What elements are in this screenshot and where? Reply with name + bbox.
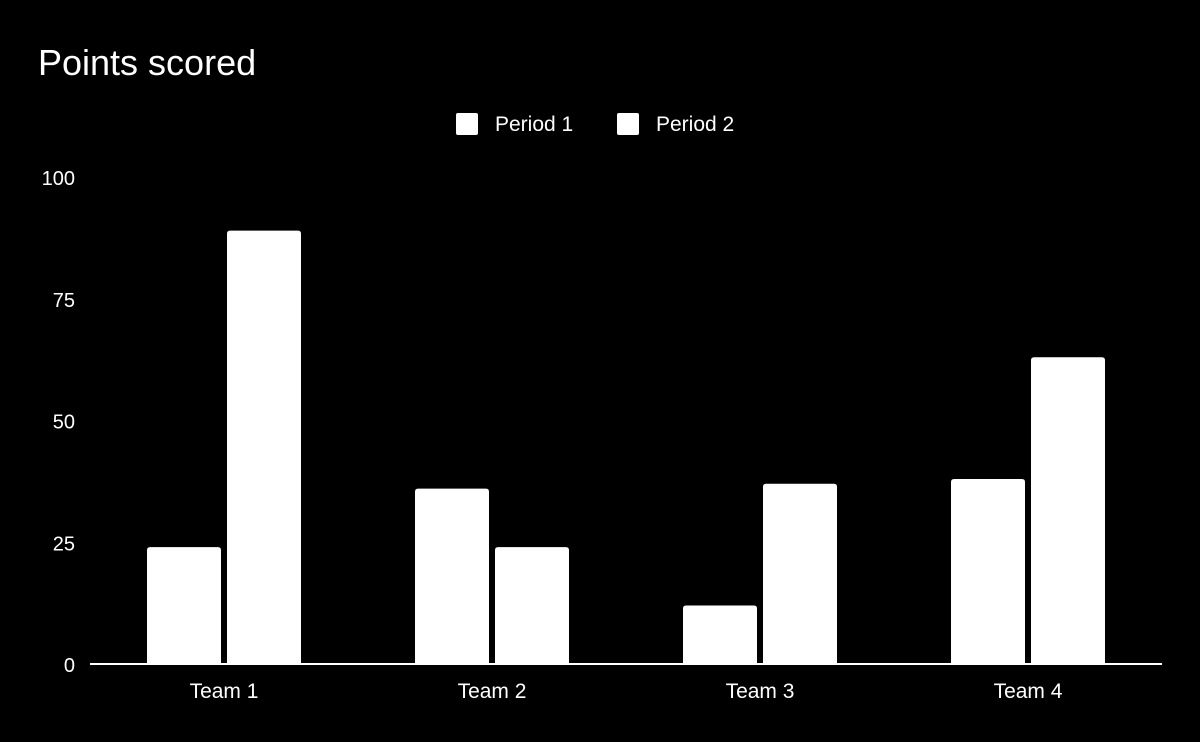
x-tick-label-1: Team 1 bbox=[190, 680, 259, 703]
bar-1-series-1 bbox=[147, 547, 221, 664]
x-tick-label-2: Team 2 bbox=[458, 680, 527, 703]
y-tick-label-75: 75 bbox=[53, 290, 75, 312]
chart-title: Points scored bbox=[38, 42, 256, 83]
y-tick-label-50: 50 bbox=[53, 412, 75, 434]
x-axis: Team 1 Team 2 Team 3 Team 4 bbox=[90, 663, 1162, 703]
y-tick-label-0: 0 bbox=[64, 655, 75, 677]
y-tick-label-25: 25 bbox=[53, 533, 75, 555]
x-tick-label-3: Team 3 bbox=[726, 680, 795, 703]
legend-label-1: Period 1 bbox=[495, 113, 573, 136]
y-axis: 0 25 50 75 100 bbox=[42, 168, 75, 677]
legend-label-2: Period 2 bbox=[656, 113, 734, 136]
bars bbox=[147, 230, 1105, 664]
bar-2-series-1 bbox=[415, 488, 489, 664]
bar-1-series-2 bbox=[227, 230, 301, 664]
bar-4-series-2 bbox=[1031, 357, 1105, 664]
x-tick-label-4: Team 4 bbox=[994, 680, 1063, 703]
y-tick-label-100: 100 bbox=[42, 168, 75, 190]
bar-2-series-2 bbox=[495, 547, 569, 664]
legend-swatch-1 bbox=[456, 113, 478, 135]
bar-3-series-1 bbox=[683, 605, 757, 664]
legend-swatch-2 bbox=[617, 113, 639, 135]
bar-4-series-1 bbox=[951, 478, 1025, 664]
bar-3-series-2 bbox=[763, 483, 837, 664]
legend: Period 1 Period 2 bbox=[456, 113, 734, 136]
